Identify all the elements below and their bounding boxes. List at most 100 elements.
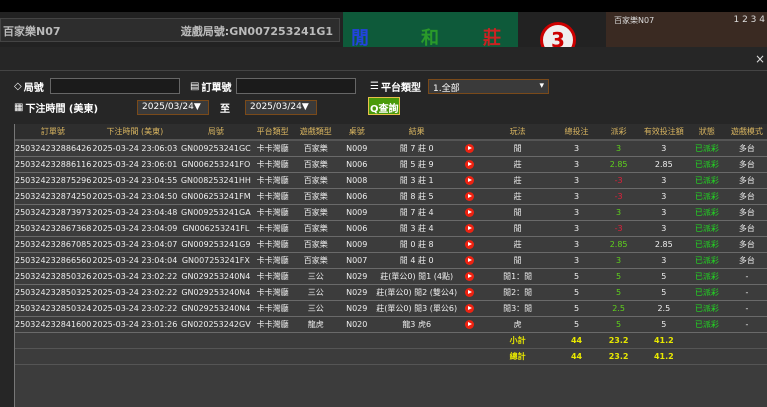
play-icon-cell[interactable] (458, 172, 480, 189)
status-cell: 已派彩 (688, 252, 726, 269)
game-type-cell: 三公 (292, 284, 339, 301)
bet-time-cell: 2025-03-24 23:02:22 (90, 300, 180, 317)
table-no-cell: N007 (338, 252, 375, 269)
order-no-cell: 250324232850325 (15, 284, 91, 301)
column-header: 有效投注額 (639, 124, 688, 141)
banker-label: 莊 (483, 28, 501, 48)
date-from-select[interactable]: 2025/03/24▼ (137, 100, 209, 115)
order-no-cell: 250324232875296 (15, 172, 91, 189)
payout-cell: 3 (597, 252, 640, 269)
order-input[interactable] (236, 78, 356, 94)
platform-select[interactable]: 1.全部 ▾ (428, 79, 549, 94)
results-table: 訂單號 下注時間 (美東) 局號 平台類型 遊戲類型 桌號 結果 玩法 總投注 派彩 有效投注額 狀態… (15, 124, 767, 365)
play-icon-cell[interactable] (458, 204, 480, 221)
play-icon-cell[interactable] (458, 316, 480, 333)
round-label: 遊戲局號:GN007253241G1 (180, 25, 333, 38)
table-no-cell: N008 (338, 172, 375, 189)
total-bet-cell: 3 (555, 252, 598, 269)
total-bet-cell: 3 (555, 236, 598, 253)
time-field-label: ▦ 下注時間 (美東) (14, 100, 98, 115)
empty-cell (179, 332, 253, 349)
result-cell: 閒 4 莊 0 (374, 252, 459, 269)
game-mode-cell: 多台 (725, 172, 767, 189)
play-replay-icon[interactable] (464, 239, 474, 249)
table-row: 250324232866560 2025-03-24 23:04:04 GN0072… (15, 252, 767, 269)
order-no-cell: 250324232874250 (15, 188, 91, 205)
play-replay-icon[interactable] (464, 223, 474, 233)
empty-cell (338, 332, 375, 349)
play-replay-icon[interactable] (464, 271, 474, 281)
round-no-cell: GN009253241GA (179, 204, 253, 221)
play-replay-icon[interactable] (464, 319, 474, 329)
subtotal-bet: 44 (555, 332, 598, 349)
play-replay-icon[interactable] (464, 159, 474, 169)
round-no-cell: GN006253241FO (179, 156, 253, 173)
play-replay-icon[interactable] (464, 143, 474, 153)
query-button[interactable]: Q查詢 (368, 97, 400, 115)
total-bet-cell: 3 (555, 172, 598, 189)
empty-cell (725, 348, 767, 365)
platform-cell: 卡卡灣廳 (252, 316, 293, 333)
status-cell: 已派彩 (688, 220, 726, 237)
play-icon-cell[interactable] (458, 188, 480, 205)
play-replay-icon[interactable] (464, 255, 474, 265)
table-row: 250324232850324 2025-03-24 23:02:22 GN0292… (15, 300, 767, 317)
play-replay-icon[interactable] (464, 207, 474, 217)
play-replay-icon[interactable] (464, 191, 474, 201)
table-row: 250324232867085 2025-03-24 23:04:07 GN0092… (15, 236, 767, 253)
search-icon: Q (370, 104, 379, 115)
game-title-bar: 百家樂N07 遊戲局號:GN007253241G1 (0, 18, 340, 42)
play-icon-cell[interactable] (458, 236, 480, 253)
game-mode-cell: 多台 (725, 252, 767, 269)
round-no-cell: GN020253242GV (179, 316, 253, 333)
play-icon-cell[interactable] (458, 220, 480, 237)
order-no-cell: 250324232841600 (15, 316, 91, 333)
game-mode-cell: 多台 (725, 188, 767, 205)
empty-cell (179, 348, 253, 365)
payout-cell: 2.85 (597, 236, 640, 253)
game-type-cell: 百家樂 (292, 156, 339, 173)
list-icon: ☰ (370, 81, 379, 92)
round-no-cell: GN029253240N4 (179, 268, 253, 285)
table-no-cell: N006 (338, 188, 375, 205)
close-button[interactable]: × (754, 52, 765, 66)
tie-label: 和 (421, 28, 439, 48)
play-icon-cell[interactable] (458, 252, 480, 269)
empty-cell (374, 348, 459, 365)
play-icon-cell[interactable] (458, 284, 480, 301)
play-replay-icon[interactable] (464, 175, 474, 185)
game-mode-cell: - (725, 300, 767, 317)
subtotal-label: 小計 (479, 332, 556, 349)
game-type-cell: 百家樂 (292, 188, 339, 205)
payout-cell: -3 (597, 172, 640, 189)
round-field-label: ◇ 局號 (14, 79, 44, 94)
bet-type-cell: 閒 (479, 140, 556, 157)
empty-cell (338, 348, 375, 365)
total-bet: 44 (555, 348, 598, 365)
play-replay-icon[interactable] (464, 303, 474, 313)
game-type-cell: 龍虎 (292, 316, 339, 333)
game-mode-cell: 多台 (725, 236, 767, 253)
play-icon-cell[interactable] (458, 300, 480, 317)
play-icon-cell[interactable] (458, 268, 480, 285)
bet-time-cell: 2025-03-24 23:04:55 (90, 172, 180, 189)
play-icon-cell[interactable] (458, 140, 480, 157)
round-no-cell: GN006253241FM (179, 188, 253, 205)
round-input[interactable] (50, 78, 180, 94)
total-bet-cell: 5 (555, 316, 598, 333)
table-name: 百家樂N07 (3, 25, 61, 38)
results-table-wrap: 訂單號 下注時間 (美東) 局號 平台類型 遊戲類型 桌號 結果 玩法 總投注 派彩 有效投注額 狀態… (14, 124, 767, 407)
play-icon-cell[interactable] (458, 156, 480, 173)
video-thumbnail[interactable]: 百家樂N07 1 2 3 4 (606, 12, 767, 48)
valid-bet-cell: 3 (639, 252, 688, 269)
order-label-text: 訂單號 (201, 83, 232, 94)
valid-bet-cell: 3 (639, 172, 688, 189)
empty-cell (15, 332, 91, 349)
date-to-select[interactable]: 2025/03/24▼ (245, 100, 317, 115)
empty-cell (688, 348, 726, 365)
payout-cell: 2.85 (597, 156, 640, 173)
play-replay-icon[interactable] (464, 287, 474, 297)
result-cell: 閒 5 莊 9 (374, 156, 459, 173)
payout-cell: 3 (597, 140, 640, 157)
subtotal-payout: 23.2 (597, 332, 640, 349)
